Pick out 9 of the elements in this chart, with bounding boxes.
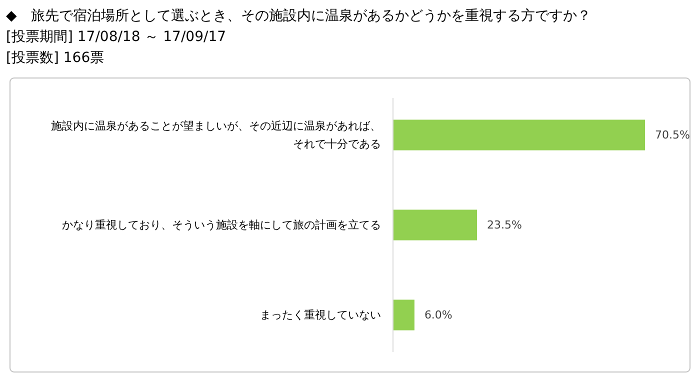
y-tick-label: 施設内に温泉があることが望ましいが、その近辺に温泉があれば、それで十分である: [51, 120, 381, 150]
text: [投票期間] 17/08/18 ～ 17/09/17: [6, 29, 226, 45]
data-label: 70.5%: [655, 128, 690, 142]
data-label: 6.0%: [424, 308, 452, 322]
y-tick-label: まったく重視していない: [260, 308, 381, 322]
y-tick-label: かなり重視しており、そういう施設を軸にして旅の計画を立てる: [62, 218, 381, 232]
chart-title: ◆ 旅先で宿泊場所として選ぶとき、その施設内に温泉があるかどうかを重視する方ですか？: [6, 8, 591, 24]
data-label: 23.5%: [487, 218, 522, 232]
text: [投票数] 166票: [6, 50, 104, 66]
